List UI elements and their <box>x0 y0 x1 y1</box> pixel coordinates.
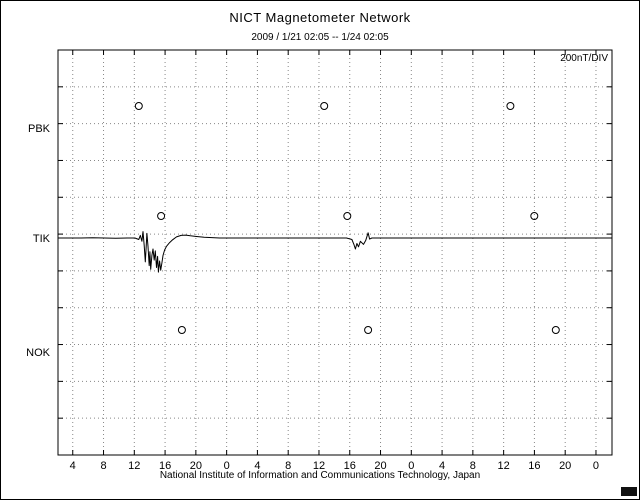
x-tick-label: 0 <box>224 460 230 472</box>
x-tick-label: 20 <box>190 460 202 472</box>
page-title: NICT Magnetometer Network <box>229 10 411 25</box>
local-time-marker <box>530 212 539 220</box>
local-time-marker <box>157 212 166 220</box>
x-tick-label: 8 <box>285 460 291 472</box>
x-tick-label: 4 <box>439 460 445 472</box>
x-tick-label: 12 <box>498 460 510 472</box>
x-tick-label: 0 <box>408 460 414 472</box>
local-time-marker <box>320 102 329 110</box>
x-tick-label: 16 <box>159 460 171 472</box>
x-tick-label: 16 <box>344 460 356 472</box>
x-tick-label: 8 <box>100 460 106 472</box>
plot-frame <box>57 49 613 456</box>
x-tick-label: 12 <box>313 460 325 472</box>
scale-label: 200nT/DIV <box>560 53 608 64</box>
x-tick-label: 20 <box>559 460 571 472</box>
local-time-marker <box>551 326 560 334</box>
local-time-marker <box>177 326 186 334</box>
x-tick-label: 16 <box>528 460 540 472</box>
local-time-marker <box>506 102 515 110</box>
local-time-marker <box>364 326 373 334</box>
x-tick-label: 0 <box>593 460 599 472</box>
x-tick-label: 12 <box>128 460 140 472</box>
station-label-nok: NOK <box>26 347 51 359</box>
trace-tik <box>58 231 612 273</box>
x-tick-label: 4 <box>254 460 260 472</box>
station-label-tik: TIK <box>33 233 51 245</box>
x-tick-label: 20 <box>374 460 386 472</box>
x-tick-label: 4 <box>70 460 76 472</box>
local-time-marker <box>134 102 143 110</box>
x-tick-label: 8 <box>470 460 476 472</box>
time-range-label: 2009 / 1/21 02:05 -- 1/24 02:05 <box>251 32 389 43</box>
local-time-marker <box>343 212 352 220</box>
footer-text: National Institute of Information and Co… <box>159 470 481 481</box>
station-label-pbk: PBK <box>28 123 51 135</box>
nict-logo-mark <box>621 487 637 496</box>
